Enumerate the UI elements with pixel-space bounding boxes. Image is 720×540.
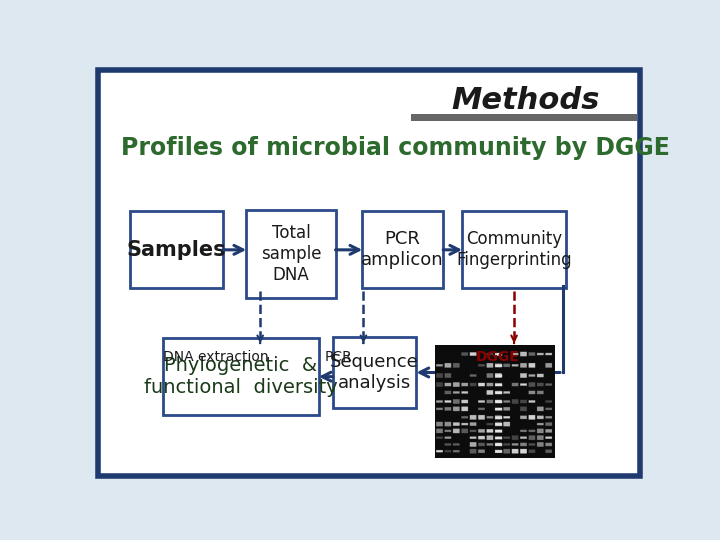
Text: PCR
amplicon: PCR amplicon	[361, 231, 444, 269]
FancyBboxPatch shape	[411, 114, 637, 120]
Text: Samples: Samples	[127, 240, 226, 260]
Text: DNA extraction: DNA extraction	[163, 349, 269, 363]
FancyBboxPatch shape	[130, 211, 222, 288]
FancyBboxPatch shape	[462, 211, 566, 288]
Text: DGGE: DGGE	[475, 349, 519, 363]
Text: Sequence
analysis: Sequence analysis	[330, 353, 419, 392]
Text: Phylogenetic  &
functional  diversity: Phylogenetic & functional diversity	[144, 356, 338, 397]
Text: Total
sample
DNA: Total sample DNA	[261, 224, 321, 284]
Text: Methods: Methods	[451, 86, 600, 114]
FancyBboxPatch shape	[333, 337, 416, 408]
FancyBboxPatch shape	[163, 338, 319, 415]
FancyBboxPatch shape	[99, 70, 639, 476]
FancyBboxPatch shape	[362, 211, 443, 288]
Text: PCR: PCR	[325, 349, 352, 363]
FancyBboxPatch shape	[246, 210, 336, 298]
Text: Profiles of microbial community by DGGE: Profiles of microbial community by DGGE	[121, 136, 670, 160]
Text: Community
Fingerprinting: Community Fingerprinting	[456, 231, 572, 269]
